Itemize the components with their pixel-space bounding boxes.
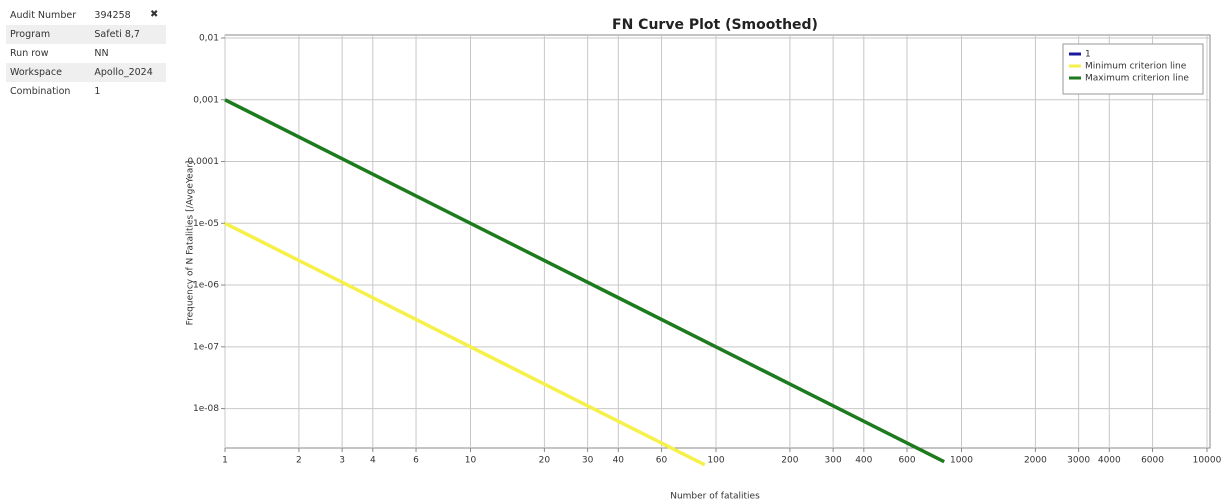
x-tick-label: 2 [296, 456, 302, 466]
x-tick-label: 60 [656, 456, 668, 466]
x-tick-label: 6000 [1141, 456, 1164, 466]
x-tick-label: 6 [413, 456, 419, 466]
x-tick-label: 3000 [1067, 456, 1090, 466]
y-tick-label: 0,0001 [188, 157, 220, 167]
x-tick-label: 4000 [1098, 456, 1121, 466]
x-tick-label: 10 [465, 456, 477, 466]
info-panel: Audit Number 394258 Program Safeti 8,7 Run r… [6, 6, 166, 101]
x-tick-label: 300 [825, 456, 842, 466]
x-tick-label: 600 [898, 456, 915, 466]
info-value: 1 [94, 86, 101, 97]
y-tick-label: 1e-06 [193, 281, 219, 291]
x-tick-label: 1000 [950, 456, 973, 466]
info-row: Run row NN [6, 44, 166, 63]
y-tick-label: 1e-08 [193, 404, 219, 414]
y-tick-label: 1e-05 [193, 219, 219, 229]
info-key: Audit Number [10, 10, 77, 21]
x-tick-label: 2000 [1024, 456, 1047, 466]
series-line [224, 98, 945, 464]
series-line [224, 221, 706, 467]
x-axis-label: Number of fatalities [670, 492, 760, 502]
info-value: Apollo_2024 [90, 63, 166, 82]
y-tick-label: 0,01 [199, 34, 219, 44]
x-tick-label: 40 [613, 456, 625, 466]
legend-label: 1 [1085, 50, 1091, 60]
x-tick-label: 100 [707, 456, 724, 466]
x-tick-label: 3 [339, 456, 345, 466]
y-tick-label: 0,001 [193, 95, 219, 105]
info-row: Program Safeti 8,7 [6, 25, 166, 44]
legend-label: Maximum criterion line [1085, 74, 1189, 84]
x-tick-label: 20 [539, 456, 551, 466]
info-key: Program [6, 25, 91, 44]
close-button[interactable]: ✖ [150, 9, 159, 20]
y-tick-label: 1e-07 [193, 342, 219, 352]
info-value: NN [94, 48, 109, 59]
chart-title: FN Curve Plot (Smoothed) [612, 17, 818, 33]
plot-area [224, 34, 1211, 449]
info-key: Workspace [6, 63, 91, 82]
info-value: Safeti 8,7 [90, 25, 166, 44]
info-key: Combination [10, 86, 71, 97]
legend-label: Minimum criterion line [1085, 62, 1187, 72]
x-tick-label: 4 [370, 456, 376, 466]
x-tick-label: 1 [222, 456, 228, 466]
x-tick-label: 200 [781, 456, 798, 466]
info-row: Workspace Apollo_2024 [6, 63, 166, 82]
info-value: 394258 [94, 10, 131, 21]
y-axis-label: Frequency of N Fatalities [/AvgeYear] [186, 161, 196, 326]
x-tick-label: 10000 [1193, 456, 1221, 466]
x-tick-label: 400 [855, 456, 872, 466]
info-key: Run row [10, 48, 49, 59]
legend [1062, 43, 1204, 95]
info-row: Combination 1 [6, 82, 166, 101]
x-tick-label: 30 [582, 456, 594, 466]
info-row: Audit Number 394258 [6, 6, 166, 25]
